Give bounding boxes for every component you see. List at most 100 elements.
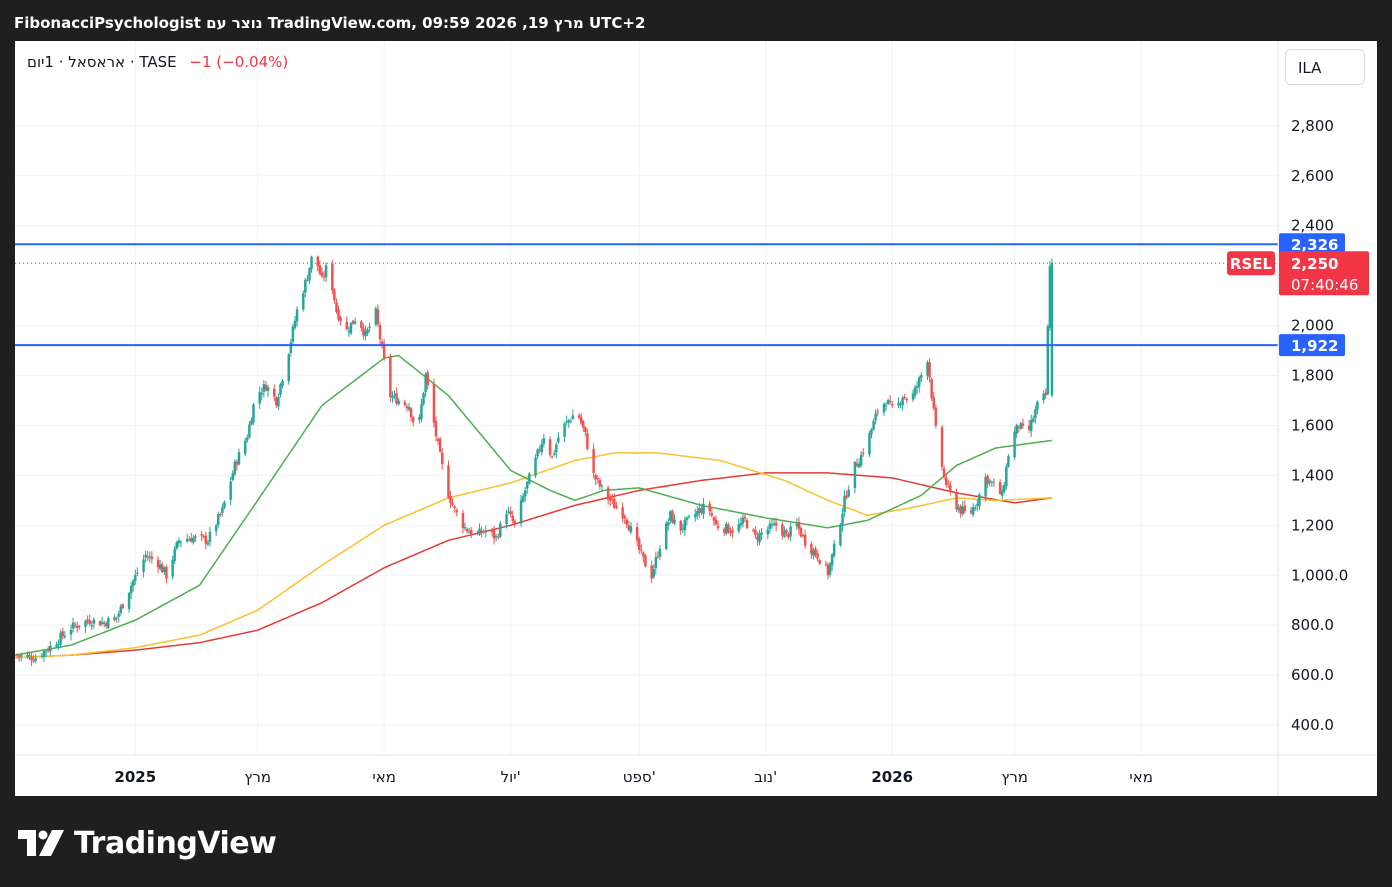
- candle-body: [884, 405, 888, 407]
- candle-body: [1027, 425, 1031, 430]
- candle-body: [262, 384, 266, 392]
- candle-body: [621, 507, 624, 519]
- x-tick-label: מאי: [1129, 768, 1153, 786]
- candle-body: [903, 396, 906, 398]
- candle-body: [208, 531, 212, 543]
- candle-body: [754, 529, 757, 536]
- candle-body: [650, 565, 653, 579]
- candle-body: [86, 619, 89, 622]
- candle-body: [221, 507, 224, 513]
- candle-body: [295, 309, 299, 322]
- candle-body: [171, 559, 174, 577]
- candle-body: [438, 438, 442, 452]
- candle-body: [279, 384, 282, 395]
- candle-body: [857, 463, 861, 468]
- candle-body: [625, 519, 629, 525]
- candle-body: [571, 415, 575, 419]
- candle-body: [105, 623, 108, 627]
- candle-body: [389, 357, 392, 398]
- candle-body: [308, 268, 311, 281]
- candle-body: [727, 524, 730, 533]
- candle-body: [1017, 426, 1021, 428]
- candle-body: [901, 397, 904, 406]
- candle-body: [766, 529, 770, 535]
- candle-body: [803, 534, 807, 546]
- candle-body: [708, 503, 711, 512]
- x-tick-label: יול': [501, 768, 521, 786]
- candle-body: [579, 416, 583, 424]
- candle-body: [275, 397, 278, 406]
- candle-body: [478, 528, 481, 535]
- candle-body: [723, 528, 726, 533]
- candle-body: [658, 548, 662, 557]
- candle-body: [698, 508, 701, 513]
- candle-body: [600, 485, 604, 487]
- currency-button[interactable]: ILA: [1285, 49, 1365, 85]
- horizontal-lines: [15, 243, 1278, 347]
- candle-body: [434, 421, 438, 437]
- candle-body: [693, 514, 697, 518]
- candle-body: [374, 308, 378, 325]
- candle-body: [640, 550, 643, 552]
- candle-body: [830, 554, 834, 566]
- candle-body: [403, 401, 407, 405]
- x-tick-label: 2026: [871, 768, 913, 786]
- candle-body: [584, 427, 587, 433]
- candle-body: [88, 620, 91, 624]
- candle-body: [470, 529, 473, 536]
- tradingview-logo[interactable]: TradingView: [18, 823, 277, 863]
- candle-body: [683, 519, 687, 531]
- candle-body: [455, 510, 458, 513]
- price-chart[interactable]: 2,800 2,600 2,400 2,000 1,800 1,600 1,400 1,200…: [15, 41, 1377, 796]
- y-tick-label: 2,400: [1291, 217, 1334, 235]
- candle-body: [905, 398, 909, 400]
- candle-body: [509, 511, 512, 515]
- candle-body: [144, 554, 147, 558]
- candle-body: [202, 535, 205, 537]
- candle-body: [173, 548, 176, 562]
- candle-body: [476, 532, 479, 534]
- candle-body: [131, 580, 135, 587]
- candle-body: [978, 494, 981, 507]
- candle-body: [891, 404, 894, 406]
- candle-body: [34, 658, 37, 661]
- candle-body: [611, 498, 614, 500]
- candle-body: [119, 606, 123, 613]
- candle-body: [337, 309, 340, 320]
- candle-body: [177, 540, 181, 544]
- candle-body: [934, 407, 938, 426]
- candle-body: [772, 523, 776, 525]
- candle-body: [316, 256, 320, 267]
- candle-body: [519, 500, 523, 524]
- candle-body: [876, 411, 879, 413]
- candle-body: [19, 654, 23, 657]
- candle-body: [1046, 326, 1050, 395]
- candle-body: [1015, 424, 1018, 434]
- candle-body: [826, 564, 830, 576]
- candle-body: [814, 548, 817, 556]
- candle-body: [150, 556, 154, 560]
- candle-body: [237, 452, 241, 465]
- candle-body: [1021, 423, 1025, 426]
- candle-body: [353, 321, 357, 324]
- y-tick-label: 1,800: [1291, 367, 1334, 385]
- candle-body: [432, 384, 436, 423]
- candle-body: [843, 495, 846, 513]
- candle-body: [447, 465, 450, 498]
- candle-body: [59, 632, 62, 645]
- candle-body: [142, 559, 145, 572]
- candle-body: [320, 272, 324, 277]
- chart-frame[interactable]: 2,800 2,600 2,400 2,000 1,800 1,600 1,400 1,200…: [15, 41, 1377, 796]
- candles: [15, 255, 1054, 667]
- candle-body: [32, 660, 35, 662]
- candle-body: [84, 620, 87, 627]
- candle-body: [252, 404, 255, 423]
- candle-body: [969, 510, 973, 513]
- candle-body: [986, 476, 989, 485]
- candle-body: [55, 644, 58, 647]
- candle-body: [781, 524, 784, 536]
- candle-body: [870, 429, 873, 435]
- candle-body: [302, 293, 305, 310]
- candle-body: [955, 492, 958, 510]
- ma-short-line: [15, 354, 1053, 656]
